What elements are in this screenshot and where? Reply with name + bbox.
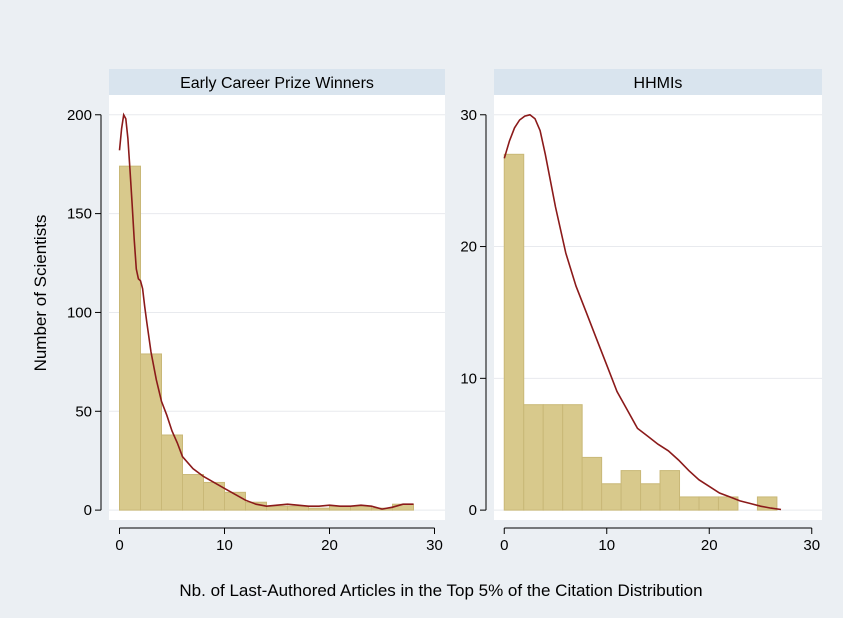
histogram-bar <box>523 404 544 511</box>
histogram-bar <box>140 353 162 511</box>
y-tick-label: 0 <box>84 502 92 519</box>
histogram-bar <box>679 496 700 511</box>
y-tick-label: 10 <box>460 370 477 387</box>
panel-header <box>494 69 822 95</box>
histogram-bar <box>542 404 564 511</box>
histogram-bar <box>640 483 661 511</box>
y-tick-label: 200 <box>67 107 92 124</box>
histogram-bar <box>581 456 603 511</box>
histogram-bar <box>350 505 372 511</box>
histogram-bar <box>287 505 309 511</box>
panel-early-career-prize-winners: Early Career Prize Winners 0501001502000… <box>67 69 445 554</box>
x-tick-label: 30 <box>803 537 820 554</box>
y-tick-label: 150 <box>67 206 92 223</box>
histogram-bar <box>601 483 622 511</box>
histogram-bar <box>659 470 681 511</box>
y-tick-label: 30 <box>460 107 477 124</box>
panel-title: HHMIs <box>634 75 683 92</box>
density-curve <box>118 112 414 510</box>
x-tick-label: 30 <box>426 537 443 554</box>
x-axis-label: Nb. of Last-Authored Articles in the Top… <box>179 581 702 600</box>
density-curve <box>503 113 782 511</box>
x-tick-label: 10 <box>216 537 233 554</box>
x-tick-label: 0 <box>500 537 508 554</box>
histogram-bar <box>698 496 719 511</box>
y-tick-label: 20 <box>460 239 477 256</box>
histogram-bar <box>392 503 414 511</box>
histogram-bar <box>266 505 288 511</box>
x-tick-label: 20 <box>701 537 718 554</box>
histogram-bar <box>182 474 204 511</box>
axes: 0 10 20 30 0 10 20 30 <box>460 107 820 554</box>
histogram-bar <box>620 470 642 511</box>
histogram-bar <box>119 165 141 511</box>
histogram-bar <box>161 434 183 511</box>
panel-header <box>109 69 445 95</box>
axes: 0 50 100 150 200 0 10 20 30 <box>67 107 443 554</box>
x-tick-label: 0 <box>115 537 123 554</box>
panel-hhmis: HHMIs 0 10 20 30 0 10 20 30 <box>460 69 822 554</box>
histogram-bar <box>308 507 330 511</box>
y-tick-label: 0 <box>469 502 477 519</box>
x-tick-label: 20 <box>321 537 338 554</box>
y-tick-label: 100 <box>67 304 92 321</box>
y-axis-label: Number of Scientists <box>31 215 50 372</box>
histogram-bars <box>503 153 778 511</box>
x-tick-label: 10 <box>598 537 615 554</box>
y-tick-label: 50 <box>75 403 92 420</box>
panel-title: Early Career Prize Winners <box>180 75 374 92</box>
histogram-bar <box>562 404 583 511</box>
histogram-bar <box>503 153 525 511</box>
